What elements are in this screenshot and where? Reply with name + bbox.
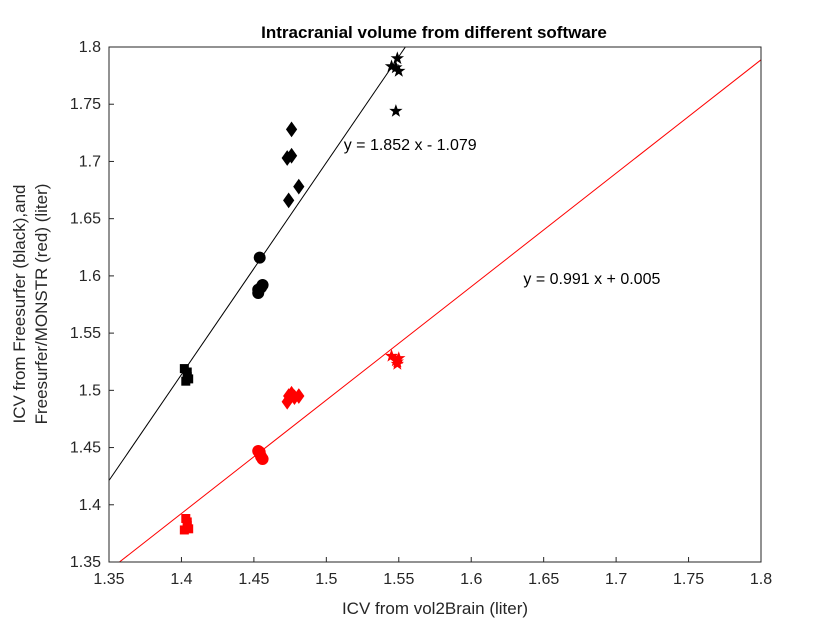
circle-marker	[252, 283, 265, 296]
square-marker	[182, 520, 192, 530]
y-axis-ticks: 1.35 1.4 1.45 1.5 1.55 1.6 1.65 1.7 1.75 1.8	[70, 39, 114, 571]
x-axis-label: ICV from vol2Brain (liter)	[342, 599, 528, 618]
y-axis-label-line-1: ICV from Freesurfer (black),and	[10, 184, 29, 423]
x-axis-ticks: 1.35 1.4 1.45 1.5 1.55 1.6 1.65 1.7 1.75 1.8	[93, 557, 772, 588]
y-tick-label: 1.75	[70, 96, 101, 113]
star-marker	[390, 354, 405, 368]
star-marker	[389, 104, 403, 117]
x-tick-label: 1.7	[605, 571, 627, 588]
y-axis-label-line-2: Freesurfer/MONSTR (red) (liter)	[32, 184, 51, 425]
y-tick-label: 1.5	[79, 382, 101, 399]
regression-lines	[109, 47, 761, 562]
x-tick-label: 1.5	[315, 571, 337, 588]
y-tick-label: 1.65	[70, 211, 101, 228]
star-marker	[384, 348, 399, 362]
x-tick-label: 1.65	[528, 571, 559, 588]
y-axis-label: ICV from Freesurfer (black),and Freesurf…	[10, 184, 51, 425]
diamond-marker	[283, 192, 295, 209]
fit-equation-label: y = 0.991 x + 0.005	[523, 271, 660, 288]
circle-marker	[253, 251, 266, 264]
y-tick-label: 1.35	[70, 554, 101, 571]
fit-equation-label: y = 1.852 x - 1.079	[344, 137, 477, 154]
star-marker	[392, 64, 406, 77]
x-tick-label: 1.35	[93, 571, 124, 588]
x-tick-label: 1.4	[170, 571, 192, 588]
diamond-marker	[288, 389, 301, 406]
y-tick-label: 1.8	[79, 39, 101, 56]
fit-line	[109, 47, 406, 481]
y-tick-label: 1.55	[70, 325, 101, 342]
square-marker	[182, 372, 192, 382]
x-tick-label: 1.8	[750, 571, 772, 588]
y-tick-label: 1.45	[70, 440, 101, 457]
diamond-marker	[293, 178, 305, 195]
star-marker	[390, 51, 405, 65]
x-tick-label: 1.6	[460, 571, 482, 588]
data-markers	[179, 51, 406, 535]
x-tick-label: 1.45	[238, 571, 269, 588]
diamond-marker	[285, 121, 298, 138]
x-tick-label: 1.55	[383, 571, 414, 588]
fit-line	[118, 59, 761, 562]
fit-equations: y = 1.852 x - 1.079 y = 0.991 x + 0.005	[344, 137, 661, 288]
x-tick-label: 1.75	[673, 571, 704, 588]
y-tick-label: 1.4	[79, 497, 101, 514]
diamond-marker	[285, 147, 298, 164]
y-tick-label: 1.7	[79, 153, 101, 170]
plot-frame	[108, 46, 762, 563]
chart-title: Intracranial volume from different softw…	[261, 23, 607, 42]
y-tick-label: 1.6	[79, 268, 101, 285]
circle-marker	[253, 447, 266, 460]
